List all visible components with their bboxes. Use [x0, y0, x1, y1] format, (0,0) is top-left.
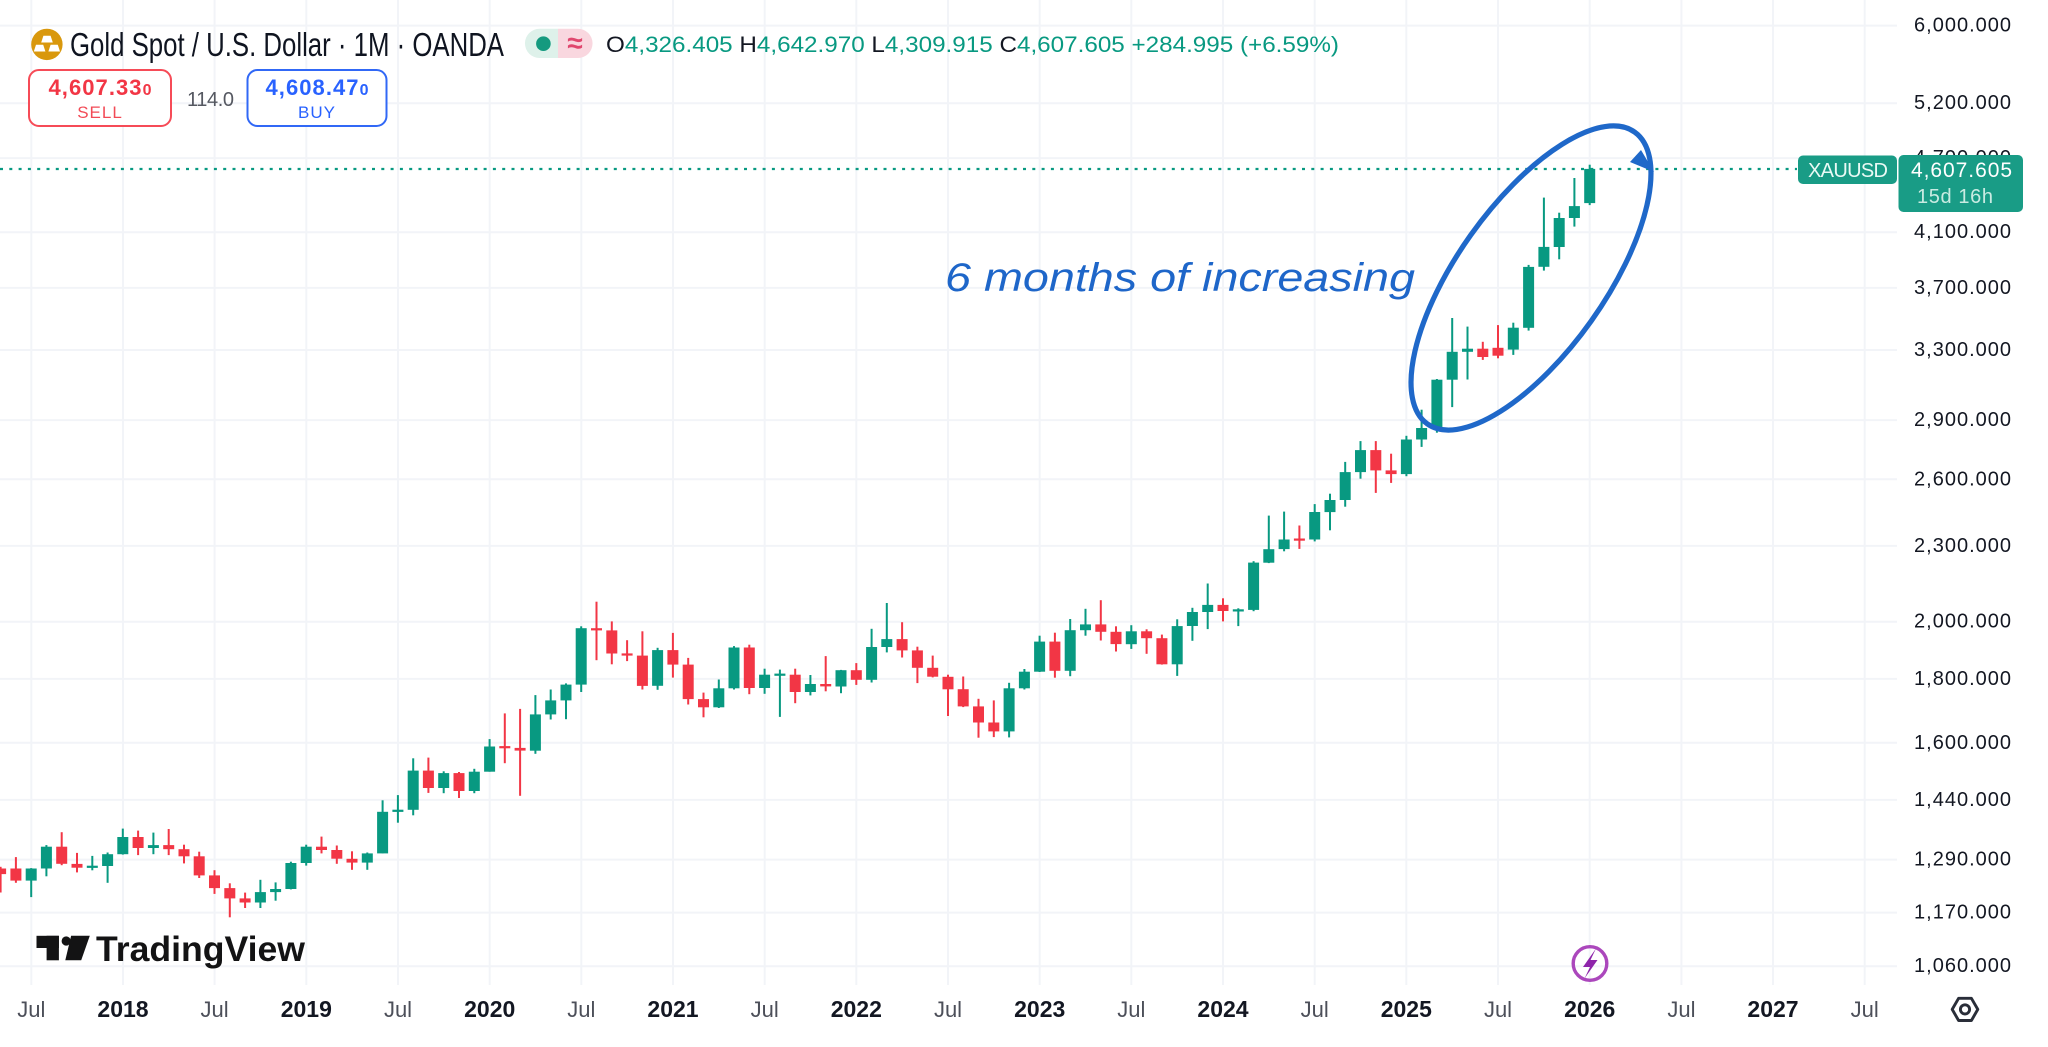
svg-text:2026: 2026 — [1564, 996, 1615, 1022]
svg-text:4,607.605: 4,607.605 — [1911, 159, 2012, 182]
svg-text:15d 16h: 15d 16h — [1917, 186, 1993, 208]
svg-text:Jul: Jul — [751, 997, 779, 1022]
svg-text:114.0: 114.0 — [187, 89, 234, 111]
svg-text:2020: 2020 — [464, 996, 515, 1022]
svg-text:Jul: Jul — [1851, 997, 1879, 1022]
svg-text:2025: 2025 — [1381, 996, 1432, 1022]
svg-text:TradingView: TradingView — [96, 930, 306, 969]
svg-text:2023: 2023 — [1014, 996, 1065, 1022]
svg-text:O4,326.405 H4,642.970 L4,309.9: O4,326.405 H 4,642.970 L4,309.915 C 4,607.… — [606, 32, 1339, 57]
svg-text:1,170.000: 1,170.000 — [1914, 902, 2011, 924]
svg-text:2,300.000: 2,300.000 — [1914, 535, 2011, 557]
svg-text:6 months of increasing: 6 months of increasing — [945, 256, 1415, 300]
svg-text:4,607.330: 4,607.330 — [49, 75, 152, 100]
svg-text:Jul: Jul — [1667, 997, 1695, 1022]
svg-text:Jul: Jul — [1117, 997, 1145, 1022]
svg-text:2,600.000: 2,600.000 — [1914, 468, 2011, 490]
svg-text:2027: 2027 — [1747, 996, 1798, 1022]
svg-text:1,800.000: 1,800.000 — [1914, 668, 2011, 690]
svg-text:2019: 2019 — [281, 996, 332, 1022]
svg-text:2024: 2024 — [1197, 996, 1248, 1022]
svg-text:XAUUSD: XAUUSD — [1808, 160, 1888, 182]
svg-text:Jul: Jul — [17, 997, 45, 1022]
svg-text:2021: 2021 — [647, 996, 698, 1022]
svg-text:Jul: Jul — [1484, 997, 1512, 1022]
svg-text:Jul: Jul — [384, 997, 412, 1022]
svg-text:5,200.000: 5,200.000 — [1914, 92, 2011, 114]
svg-text:3,700.000: 3,700.000 — [1914, 277, 2011, 299]
svg-text:2,000.000: 2,000.000 — [1914, 611, 2011, 633]
svg-text:2018: 2018 — [97, 996, 148, 1022]
svg-text:≈: ≈ — [567, 28, 582, 59]
svg-text:2,900.000: 2,900.000 — [1914, 409, 2011, 431]
svg-text:6,000.000: 6,000.000 — [1914, 15, 2011, 37]
svg-text:SELL: SELL — [77, 103, 123, 122]
svg-text:4,100.000: 4,100.000 — [1914, 221, 2011, 243]
svg-text:2022: 2022 — [831, 996, 882, 1022]
svg-text:1,440.000: 1,440.000 — [1914, 789, 2011, 811]
svg-text:1,060.000: 1,060.000 — [1914, 955, 2011, 977]
svg-text:3,300.000: 3,300.000 — [1914, 339, 2011, 361]
svg-text:1,600.000: 1,600.000 — [1914, 732, 2011, 754]
svg-text:Jul: Jul — [201, 997, 229, 1022]
svg-text:Jul: Jul — [1301, 997, 1329, 1022]
svg-text:BUY: BUY — [298, 103, 336, 122]
svg-text:Jul: Jul — [934, 997, 962, 1022]
svg-text:4,608.470: 4,608.470 — [266, 75, 369, 100]
svg-text:Gold Spot / U.S. Dollar · 1M ·: Gold Spot / U.S. Dollar · 1M · OANDA — [70, 26, 504, 63]
svg-text:1,290.000: 1,290.000 — [1914, 849, 2011, 871]
svg-text:Jul: Jul — [567, 997, 595, 1022]
